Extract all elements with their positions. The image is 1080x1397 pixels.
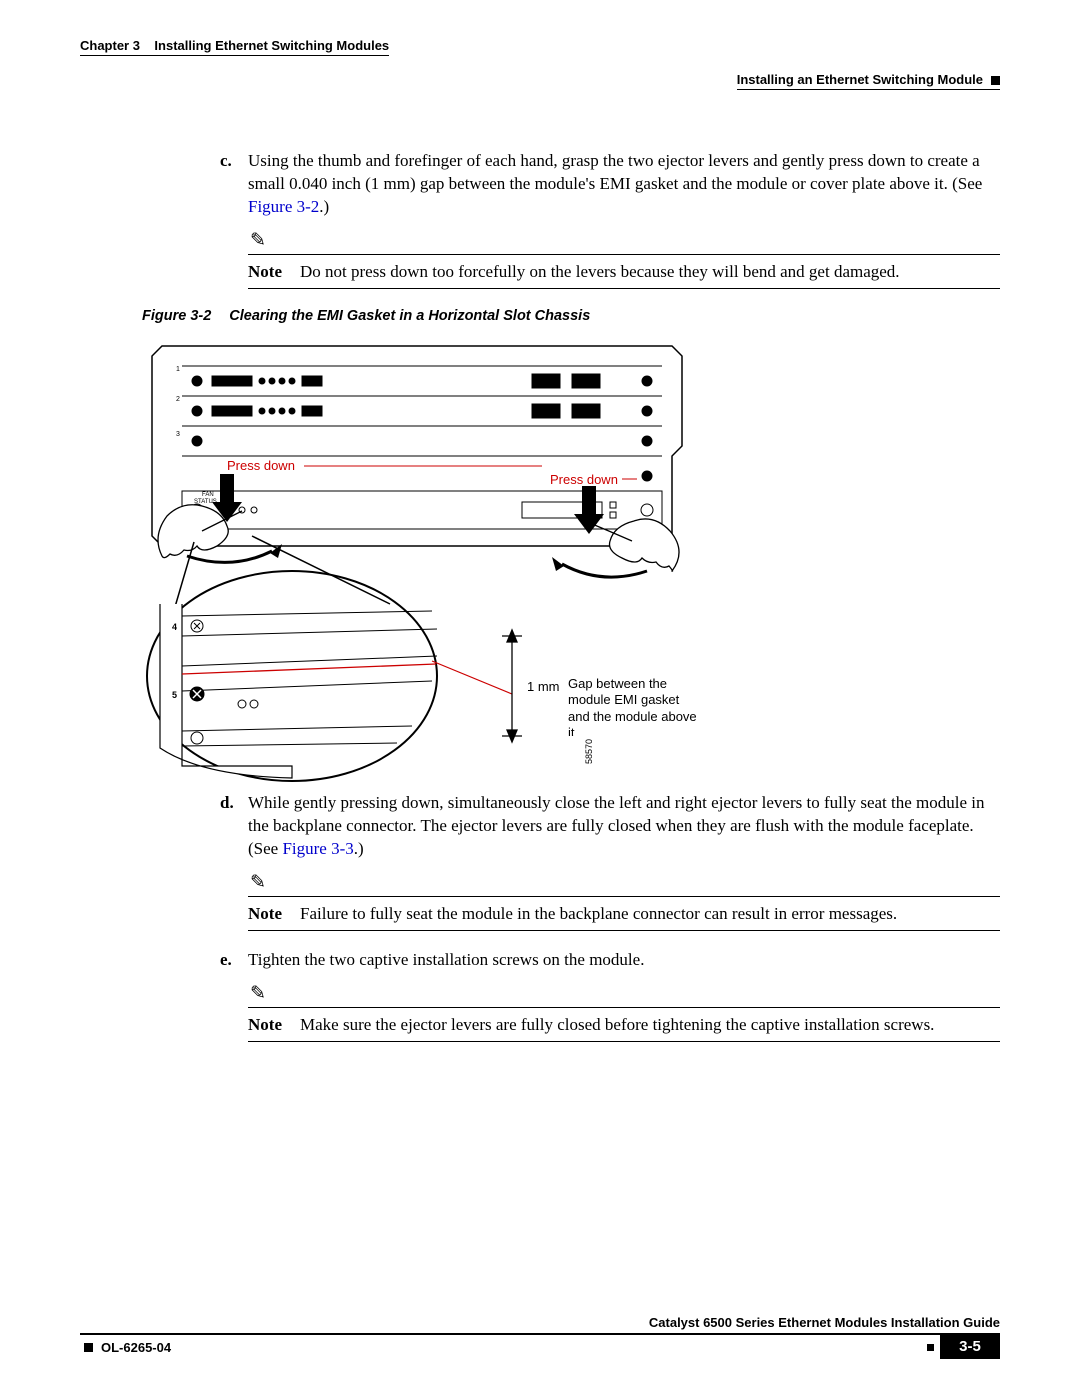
figure-3-2: 1 2 3 FAN STATUS Press do [142,336,702,786]
svg-text:1 mm: 1 mm [527,679,560,694]
note-icon: ✎ [248,873,1000,892]
gap-description: Gap between the module EMI gasket and th… [568,676,702,736]
note-label: Note [248,903,300,926]
step-c: c. Using the thumb and forefinger of eac… [220,150,1000,219]
footer-decorator-icon [84,1343,93,1352]
section-title: Installing an Ethernet Switching Module [737,72,983,87]
doc-id: OL-6265-04 [101,1340,171,1355]
note-icon: ✎ [248,231,1000,250]
figure-caption: Figure 3-2 Clearing the EMI Gasket in a H… [142,307,1000,327]
note-icon: ✎ [248,984,1000,1003]
chapter-label: Chapter 3 [80,38,140,53]
step-text-tail: .) [319,197,329,216]
step-text: Tighten the two captive installation scr… [248,949,1000,972]
note-text: Do not press down too forcefully on the … [300,261,1000,284]
step-text: Using the thumb and forefinger of each h… [248,151,982,193]
svg-text:3: 3 [176,431,180,438]
figure-link-3-3[interactable]: Figure 3-3 [282,839,353,858]
step-d: d. While gently pressing down, simultane… [220,792,1000,861]
svg-text:5: 5 [172,690,177,700]
step-text-tail: .) [354,839,364,858]
chapter-title: Installing Ethernet Switching Modules [154,38,389,53]
figure-link-3-2[interactable]: Figure 3-2 [248,197,319,216]
svg-text:1: 1 [176,366,180,373]
note-block-2: ✎ Note Failure to fully seat the module … [248,873,1000,931]
svg-text:58570: 58570 [584,739,594,764]
step-marker: e. [220,949,248,972]
guide-title: Catalyst 6500 Series Ethernet Modules In… [80,1315,1000,1330]
step-e: e. Tighten the two captive installation … [220,949,1000,972]
note-label: Note [248,1014,300,1037]
figure-title: Clearing the EMI Gasket in a Horizontal … [229,308,590,324]
note-block-3: ✎ Note Make sure the ejector levers are … [248,984,1000,1042]
page-number: 3-5 [940,1333,1000,1359]
page-footer: Catalyst 6500 Series Ethernet Modules In… [80,1315,1000,1359]
header-decorator-icon [991,76,1000,85]
footer-decorator-icon [927,1344,934,1351]
svg-text:Press down: Press down [550,472,618,487]
svg-text:2: 2 [176,396,180,403]
svg-text:4: 4 [172,622,177,632]
note-text: Failure to fully seat the module in the … [300,903,1000,926]
page-content: c. Using the thumb and forefinger of eac… [80,150,1000,1042]
note-label: Note [248,261,300,284]
note-text: Make sure the ejector levers are fully c… [300,1014,1000,1037]
note-block-1: ✎ Note Do not press down too forcefully … [248,231,1000,289]
step-marker: d. [220,792,248,861]
svg-text:Press down: Press down [227,458,295,473]
svg-text:FAN: FAN [202,492,214,498]
figure-number: Figure 3-2 [142,308,211,324]
step-marker: c. [220,150,248,219]
